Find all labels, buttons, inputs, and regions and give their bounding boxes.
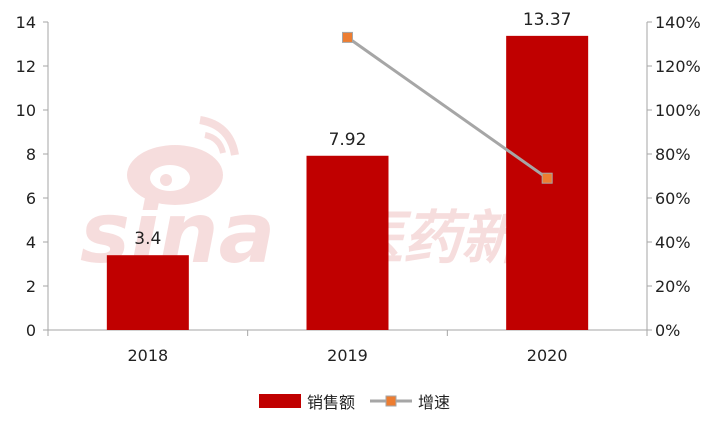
y-left-tick-label: 12 bbox=[16, 57, 36, 76]
y-right-tick-label: 60% bbox=[655, 189, 691, 208]
y-right-tick-label: 80% bbox=[655, 145, 691, 164]
legend-label-sales: 销售额 bbox=[307, 393, 355, 412]
y-right-tick-label: 0% bbox=[655, 321, 680, 340]
y-right-tick-label: 40% bbox=[655, 233, 691, 252]
x-tick-label: 2019 bbox=[327, 346, 368, 365]
sina-logo-icon bbox=[127, 116, 239, 205]
y-left-tick-label: 0 bbox=[26, 321, 36, 340]
legend-label-growth: 增速 bbox=[418, 393, 450, 412]
y-right-tick-label: 140% bbox=[655, 13, 701, 32]
legend-swatch-growth-marker bbox=[385, 395, 397, 407]
x-tick-label: 2020 bbox=[527, 346, 568, 365]
growth-line bbox=[342, 31, 553, 184]
bar bbox=[306, 155, 389, 330]
legend: 销售额 增速 bbox=[259, 393, 450, 412]
y-left-tick-label: 14 bbox=[16, 13, 36, 32]
y-right-tick-label: 120% bbox=[655, 57, 701, 76]
x-tick-label: 2018 bbox=[127, 346, 168, 365]
bar-data-label: 7.92 bbox=[329, 130, 367, 150]
y-left-tick-label: 4 bbox=[26, 233, 36, 252]
y-right-tick-label: 20% bbox=[655, 277, 691, 296]
growth-line-path bbox=[346, 36, 549, 180]
y-right-tick-label: 100% bbox=[655, 101, 701, 120]
growth-point bbox=[342, 31, 353, 43]
y-left-tick-label: 6 bbox=[26, 189, 36, 208]
growth-point bbox=[541, 172, 553, 184]
y-left-tick-label: 8 bbox=[26, 145, 36, 164]
y-left-tick-label: 2 bbox=[26, 277, 36, 296]
legend-swatch-sales bbox=[259, 394, 301, 408]
bar bbox=[106, 255, 189, 330]
y-left-tick-label: 10 bbox=[16, 101, 36, 120]
axes: 024681012140%20%40%60%80%100%120%140%201… bbox=[16, 13, 701, 365]
bar-data-label: 3.4 bbox=[134, 229, 161, 249]
bar-data-label: 13.37 bbox=[523, 10, 572, 30]
